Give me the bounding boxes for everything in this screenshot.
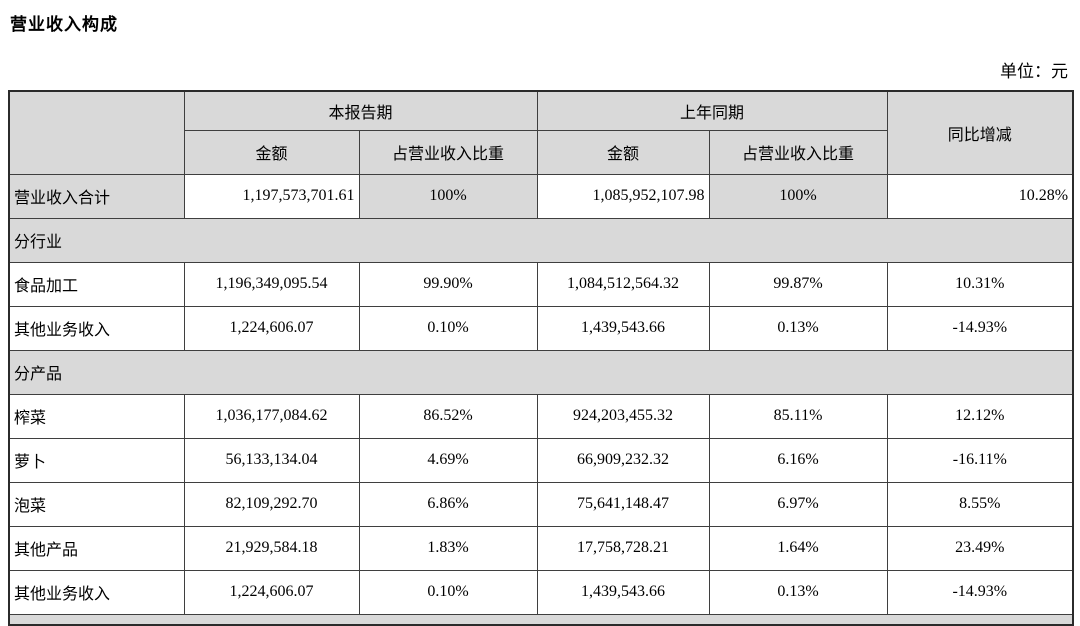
row-label: 榨菜 <box>8 393 185 439</box>
table-row: 其他业务收入 1,224,606.07 0.10% 1,439,543.66 0… <box>8 569 1074 615</box>
current-amount: 1,196,349,095.54 <box>183 261 360 307</box>
current-share: 0.10% <box>358 569 538 615</box>
current-share: 86.52% <box>358 393 538 439</box>
yoy-change: 10.31% <box>886 261 1074 307</box>
current-share: 4.69% <box>358 437 538 483</box>
row-label: 泡菜 <box>8 481 185 527</box>
header-yoy-change: 同比增减 <box>886 90 1074 175</box>
header-amount-current: 金额 <box>183 129 360 175</box>
yoy-change: 12.12% <box>886 393 1074 439</box>
header-row-measures: 金额 占营业收入比重 金额 占营业收入比重 <box>9 129 1073 175</box>
current-amount: 1,224,606.07 <box>183 305 360 351</box>
current-share: 6.86% <box>358 481 538 527</box>
prior-amount: 1,439,543.66 <box>536 305 710 351</box>
current-amount: 82,109,292.70 <box>183 481 360 527</box>
header-share-current: 占营业收入比重 <box>358 129 538 175</box>
yoy-change: -16.11% <box>886 437 1074 483</box>
unit-label: 单位：元 <box>1000 62 1068 81</box>
yoy-change: 8.55% <box>886 481 1074 527</box>
section-row-by-industry: 分行业 <box>8 217 1074 263</box>
prior-amount: 66,909,232.32 <box>536 437 710 483</box>
yoy-change: 10.28% <box>886 173 1074 219</box>
section-label: 分行业 <box>8 217 1074 263</box>
row-label: 萝卜 <box>8 437 185 483</box>
prior-share: 100% <box>708 173 888 219</box>
header-current-period: 本报告期 <box>183 90 538 131</box>
table-row: 其他产品 21,929,584.18 1.83% 17,758,728.21 1… <box>8 525 1074 571</box>
current-share: 1.83% <box>358 525 538 571</box>
prior-amount: 17,758,728.21 <box>536 525 710 571</box>
current-amount: 1,036,177,084.62 <box>183 393 360 439</box>
yoy-change: 23.49% <box>886 525 1074 571</box>
prior-share: 99.87% <box>708 261 888 307</box>
table-row: 榨菜 1,036,177,084.62 86.52% 924,203,455.3… <box>8 393 1074 439</box>
prior-share: 6.16% <box>708 437 888 483</box>
row-label: 其他产品 <box>8 525 185 571</box>
table-row: 其他业务收入 1,224,606.07 0.10% 1,439,543.66 0… <box>8 305 1074 351</box>
prior-amount: 1,085,952,107.98 <box>536 173 710 219</box>
current-amount: 21,929,584.18 <box>183 525 360 571</box>
row-label: 食品加工 <box>8 261 185 307</box>
row-label: 营业收入合计 <box>8 173 185 219</box>
header-share-prior: 占营业收入比重 <box>708 129 888 175</box>
prior-share: 0.13% <box>708 569 888 615</box>
prior-share: 0.13% <box>708 305 888 351</box>
yoy-change: -14.93% <box>886 305 1074 351</box>
current-amount: 1,224,606.07 <box>183 569 360 615</box>
prior-amount: 75,641,148.47 <box>536 481 710 527</box>
section-label: 分产品 <box>8 349 1074 395</box>
header-corner-cell <box>8 90 185 175</box>
table-row-total: 营业收入合计 1,197,573,701.61 100% 1,085,952,1… <box>8 173 1074 219</box>
header-prior-period: 上年同期 <box>536 90 888 131</box>
prior-share: 1.64% <box>708 525 888 571</box>
table-row: 萝卜 56,133,134.04 4.69% 66,909,232.32 6.1… <box>8 437 1074 483</box>
current-amount: 56,133,134.04 <box>183 437 360 483</box>
prior-share: 85.11% <box>708 393 888 439</box>
prior-amount: 924,203,455.32 <box>536 393 710 439</box>
table-row: 食品加工 1,196,349,095.54 99.90% 1,084,512,5… <box>8 261 1074 307</box>
current-share: 0.10% <box>358 305 538 351</box>
prior-share: 6.97% <box>708 481 888 527</box>
header-row-periods: 本报告期 上年同期 同比增减 <box>8 90 1074 175</box>
prior-amount: 1,084,512,564.32 <box>536 261 710 307</box>
prior-amount: 1,439,543.66 <box>536 569 710 615</box>
page-title: 营业收入构成 <box>10 15 118 34</box>
table-row: 泡菜 82,109,292.70 6.86% 75,641,148.47 6.9… <box>8 481 1074 527</box>
current-share: 100% <box>358 173 538 219</box>
section-row-by-product: 分产品 <box>8 349 1074 395</box>
row-label: 其他业务收入 <box>8 569 185 615</box>
revenue-composition-table: 本报告期 上年同期 同比增减 金额 占营业收入比重 金额 占营业收入比重 营业收… <box>8 90 1075 626</box>
row-label: 其他业务收入 <box>8 305 185 351</box>
yoy-change: -14.93% <box>886 569 1074 615</box>
current-share: 99.90% <box>358 261 538 307</box>
header-amount-prior: 金额 <box>536 129 710 175</box>
current-amount: 1,197,573,701.61 <box>183 173 360 219</box>
